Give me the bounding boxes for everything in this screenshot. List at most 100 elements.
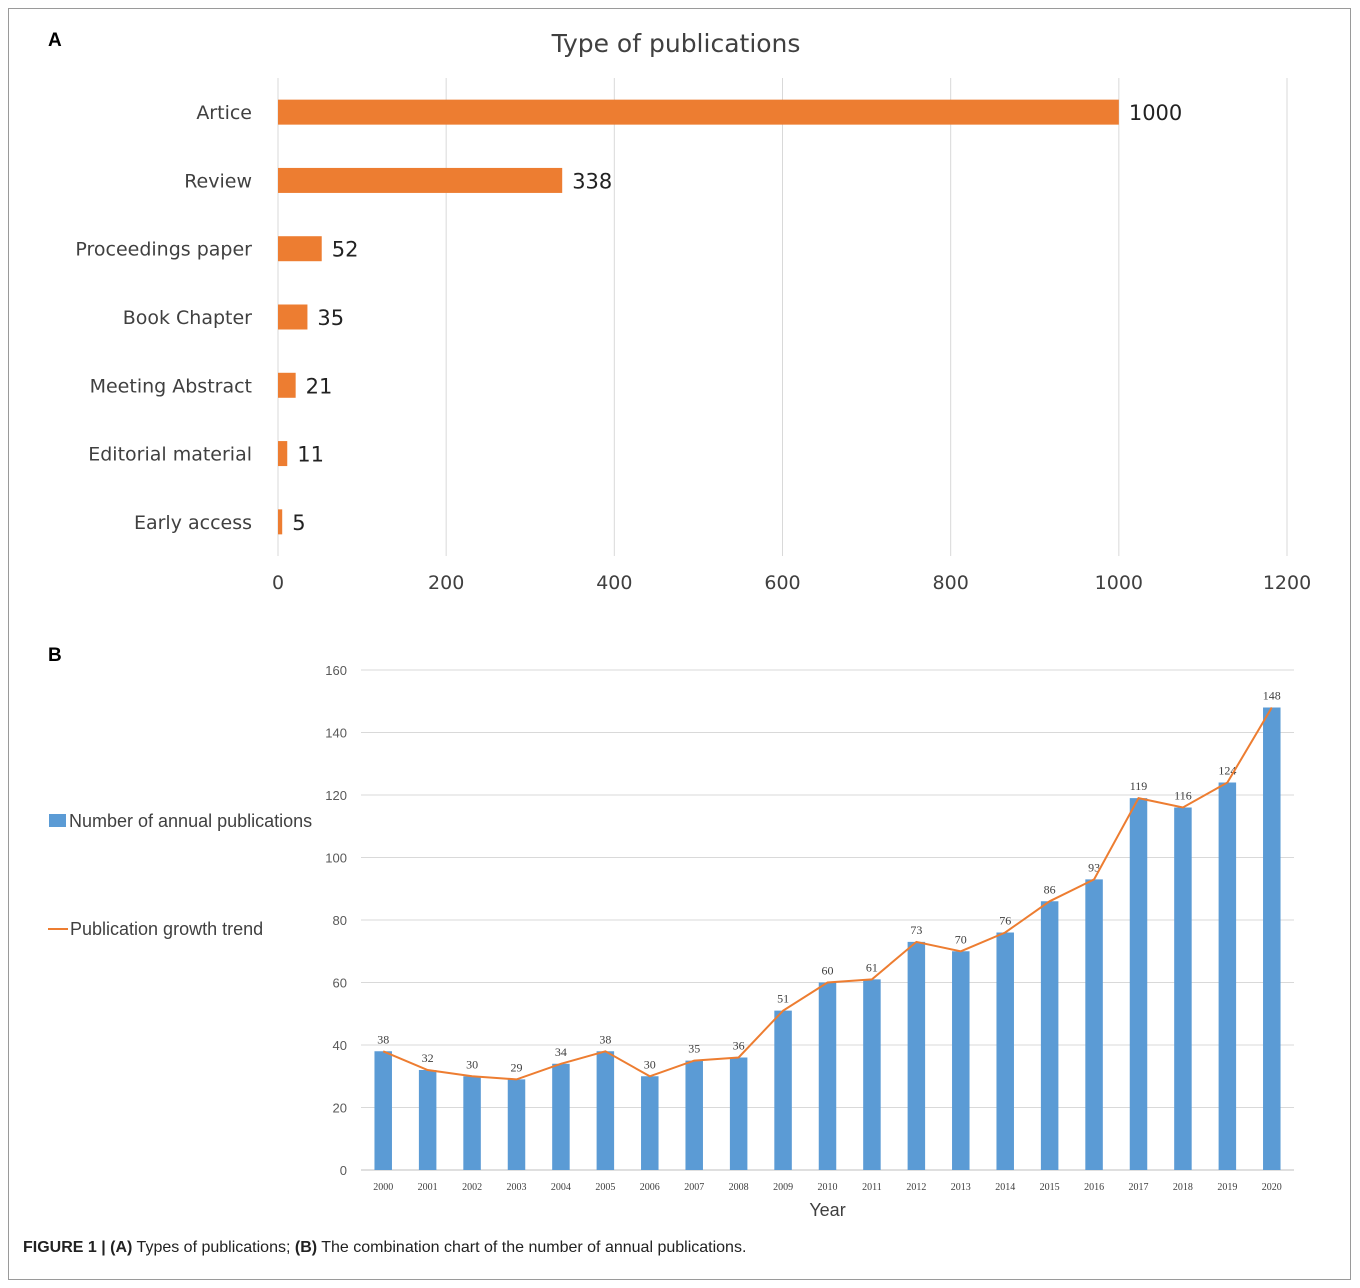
chart-b-bar (552, 1063, 570, 1170)
chart-b-bar (1263, 707, 1281, 1170)
chart-b-data-label: 36 (733, 1039, 745, 1053)
chart-a-bar (278, 99, 1119, 125)
chart-a-x-tick-label: 800 (933, 572, 969, 594)
chart-b-bar (463, 1076, 481, 1170)
chart-a-data-label: 11 (297, 443, 324, 467)
chart-b-y-tick-label: 100 (325, 851, 347, 866)
chart-b-x-tick-label: 2012 (906, 1182, 926, 1193)
chart-b-data-label: 148 (1263, 689, 1281, 703)
chart-b-bar (596, 1051, 615, 1170)
chart-b-trend-line (382, 706, 1273, 1081)
figure-caption: FIGURE 1 | (A) Types of publications; (B… (23, 1239, 746, 1257)
chart-b-bar (641, 1076, 659, 1170)
chart-b-data-label: 73 (910, 923, 922, 937)
chart-b-data-label: 35 (688, 1042, 700, 1056)
chart-a-category-label: Meeting Abstract (90, 375, 252, 397)
chart-b-bar (685, 1060, 703, 1170)
chart-b-bar (729, 1057, 748, 1170)
chart-b-y-tick-label: 0 (340, 1163, 347, 1178)
chart-b-x-tick-label: 2002 (462, 1182, 482, 1193)
caption-b-label: (B) (294, 1239, 318, 1256)
chart-b-x-tick-label: 2020 (1262, 1182, 1282, 1193)
chart-b-x-tick-label: 2005 (595, 1182, 615, 1193)
chart-b-y-tick-label: 60 (333, 976, 347, 991)
chart-a-x-tick-label: 400 (596, 572, 632, 594)
chart-b-x-tick-label: 2015 (1040, 1182, 1060, 1193)
chart-a-data-label: 35 (317, 306, 344, 330)
chart-a-x-tick-label: 600 (764, 572, 800, 594)
chart-b-data-label: 30 (466, 1057, 478, 1071)
chart-b-y-tick-label: 140 (325, 726, 347, 741)
chart-b-data-label: 76 (999, 914, 1011, 928)
chart-b-y-tick-label: 120 (325, 788, 347, 803)
panel-b-letter: B (48, 645, 62, 666)
chart-b-x-axis-title: Year (809, 1200, 845, 1220)
chart-b-bar (1218, 782, 1237, 1170)
chart-b-data-label: 38 (377, 1032, 389, 1046)
chart-b-x-tick-label: 2007 (684, 1182, 704, 1193)
chart-b-data-label: 86 (1044, 882, 1056, 896)
chart-a-data-label: 52 (332, 238, 359, 262)
chart-b-data-label: 70 (955, 932, 967, 946)
chart-b-data-label: 116 (1174, 789, 1192, 803)
chart-b-data-label: 30 (644, 1057, 656, 1071)
caption-a-text: Types of publications; (132, 1239, 295, 1256)
chart-b-x-tick-label: 2018 (1173, 1182, 1193, 1193)
chart-b-x-tick-label: 2016 (1084, 1182, 1104, 1193)
chart-b-data-label: 38 (599, 1032, 611, 1046)
chart-b-bar (507, 1079, 526, 1170)
chart-b-data-label: 119 (1130, 779, 1148, 793)
chart-a-bar (278, 236, 322, 262)
chart-a-x-tick-label: 0 (272, 572, 284, 594)
chart-a-data-label: 1000 (1129, 101, 1182, 125)
chart-a-bar (278, 441, 288, 467)
caption-figure-label: FIGURE 1 | (23, 1239, 106, 1256)
chart-b-annual-publications: 0 20 40 60 80 100 120 140 160 2000 38 2001 32 2002 30 2… (48, 663, 1294, 1220)
chart-a-bar (278, 167, 563, 193)
chart-b-bar (996, 932, 1014, 1170)
chart-b-bar (1085, 879, 1103, 1170)
chart-b-y-tick-label: 20 (333, 1101, 347, 1116)
chart-b-bar (1129, 798, 1148, 1170)
chart-b-x-tick-label: 2019 (1217, 1182, 1237, 1193)
chart-b-bar (1174, 807, 1192, 1170)
chart-b-x-tick-label: 2017 (1129, 1182, 1149, 1193)
caption-b-text: The combination chart of the number of a… (317, 1239, 747, 1256)
chart-a-title: Type of publications (551, 29, 801, 58)
chart-b-data-label: 61 (866, 960, 878, 974)
chart-a-bar (278, 304, 308, 330)
chart-b-y-tick-label: 80 (333, 913, 347, 928)
chart-b-bar (374, 1051, 392, 1170)
chart-b-x-tick-label: 2014 (995, 1182, 1015, 1193)
chart-b-x-tick-label: 2010 (818, 1182, 838, 1193)
chart-a-x-tick-label: 1000 (1095, 572, 1143, 594)
chart-b-bar (863, 979, 881, 1170)
chart-b-x-tick-label: 2008 (729, 1182, 749, 1193)
panel-a-letter: A (48, 30, 62, 51)
chart-b-legend-bar-swatch (49, 814, 66, 827)
chart-a-bar (278, 509, 283, 535)
chart-a-publication-types: Type of publications 0 200 400 600 800 1000 120… (75, 29, 1311, 594)
chart-b-bar (818, 982, 837, 1170)
chart-a-data-label: 21 (306, 374, 333, 398)
chart-b-x-tick-label: 2013 (951, 1182, 971, 1193)
chart-b-data-label: 60 (822, 964, 834, 978)
chart-a-data-label: 338 (572, 169, 612, 193)
chart-a-category-label: Review (184, 170, 252, 192)
chart-a-category-label: Proceedings paper (75, 239, 252, 261)
chart-b-y-tick-label: 40 (333, 1038, 347, 1053)
chart-b-data-label: 51 (777, 992, 789, 1006)
chart-b-x-tick-label: 2009 (773, 1182, 793, 1193)
chart-b-legend-line-label: Publication growth trend (70, 919, 263, 939)
chart-b-bar (774, 1010, 792, 1170)
chart-a-category-label: Editorial material (88, 444, 252, 466)
chart-a-bar (278, 372, 296, 398)
chart-b-bar (418, 1070, 437, 1170)
chart-b-bar (1040, 901, 1059, 1170)
chart-b-x-tick-label: 2001 (418, 1182, 438, 1193)
chart-a-category-label: Book Chapter (123, 307, 252, 329)
caption-a-label: (A) (110, 1239, 133, 1256)
chart-b-bar (952, 951, 970, 1170)
chart-b-x-tick-label: 2004 (551, 1182, 571, 1193)
chart-b-x-tick-label: 2000 (373, 1182, 393, 1193)
